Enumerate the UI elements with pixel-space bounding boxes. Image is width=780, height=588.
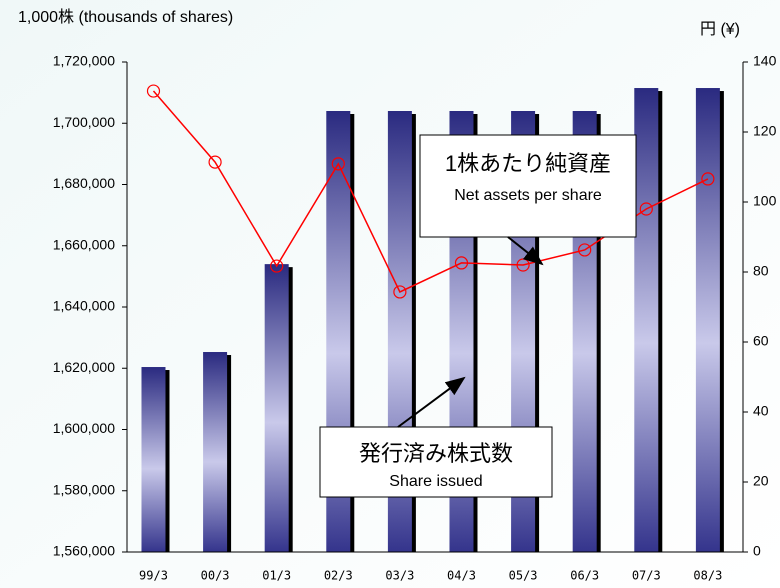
bar [695,88,720,552]
point [208,155,222,169]
bar [141,367,166,552]
x-tick-label: 05/3 [509,569,538,583]
y-tick-label: 1,700,000 [53,114,115,130]
y-tick-label: 1,660,000 [53,236,115,252]
x-tick-label: 07/3 [632,569,661,583]
bar [203,352,228,552]
x-tick-label: 99/3 [139,569,168,583]
point [701,172,715,186]
y-tick-label: 1,640,000 [53,298,115,314]
point [454,256,469,270]
x-tick-label: 08/3 [693,569,722,583]
point [146,84,161,98]
annotation: 1株あたり純資産 [445,151,611,176]
x-tick-label: 00/3 [201,569,230,583]
y-tick-label: 1,560,000 [53,543,115,559]
annotation-box [319,426,553,498]
y2-tick-label: 140 [753,53,777,69]
y2-tick-label: 100 [753,193,777,209]
y2-tick-label: 20 [753,473,769,489]
point [578,243,592,257]
point [331,157,345,171]
annotation-sub: Net assets per share [454,187,602,204]
y2-tick-label: 0 [753,543,761,559]
annotation: 発行済み株式数 [359,441,513,466]
y-tick-label: 1,620,000 [53,359,115,375]
y2-tick-label: 80 [753,263,769,279]
point [393,285,407,299]
point [270,259,284,273]
y2-tick-label: 40 [753,403,769,419]
annotation-box [419,134,637,238]
y2-tick-label: 120 [753,123,777,139]
x-tick-label: 02/3 [324,569,353,583]
y-axis-label: 1,000株 (thousands of shares) [18,8,233,26]
point [639,202,653,216]
bar [634,88,659,552]
y-tick-label: 1,720,000 [53,53,115,69]
x-tick-label: 03/3 [385,569,414,583]
x-tick-label: 01/3 [262,569,291,583]
arrow [507,236,544,266]
x-tick-label: 04/3 [447,569,476,583]
bar [264,264,289,552]
arrow [397,376,466,428]
y-tick-label: 1,580,000 [53,481,115,497]
y-tick-label: 1,680,000 [53,175,115,191]
y-tick-label: 1,600,000 [53,420,115,436]
x-tick-label: 06/3 [570,569,599,583]
y2-tick-label: 60 [753,333,769,349]
annotation-sub: Share issued [389,473,482,490]
y2-axis-label: 円 (¥) [700,21,740,38]
